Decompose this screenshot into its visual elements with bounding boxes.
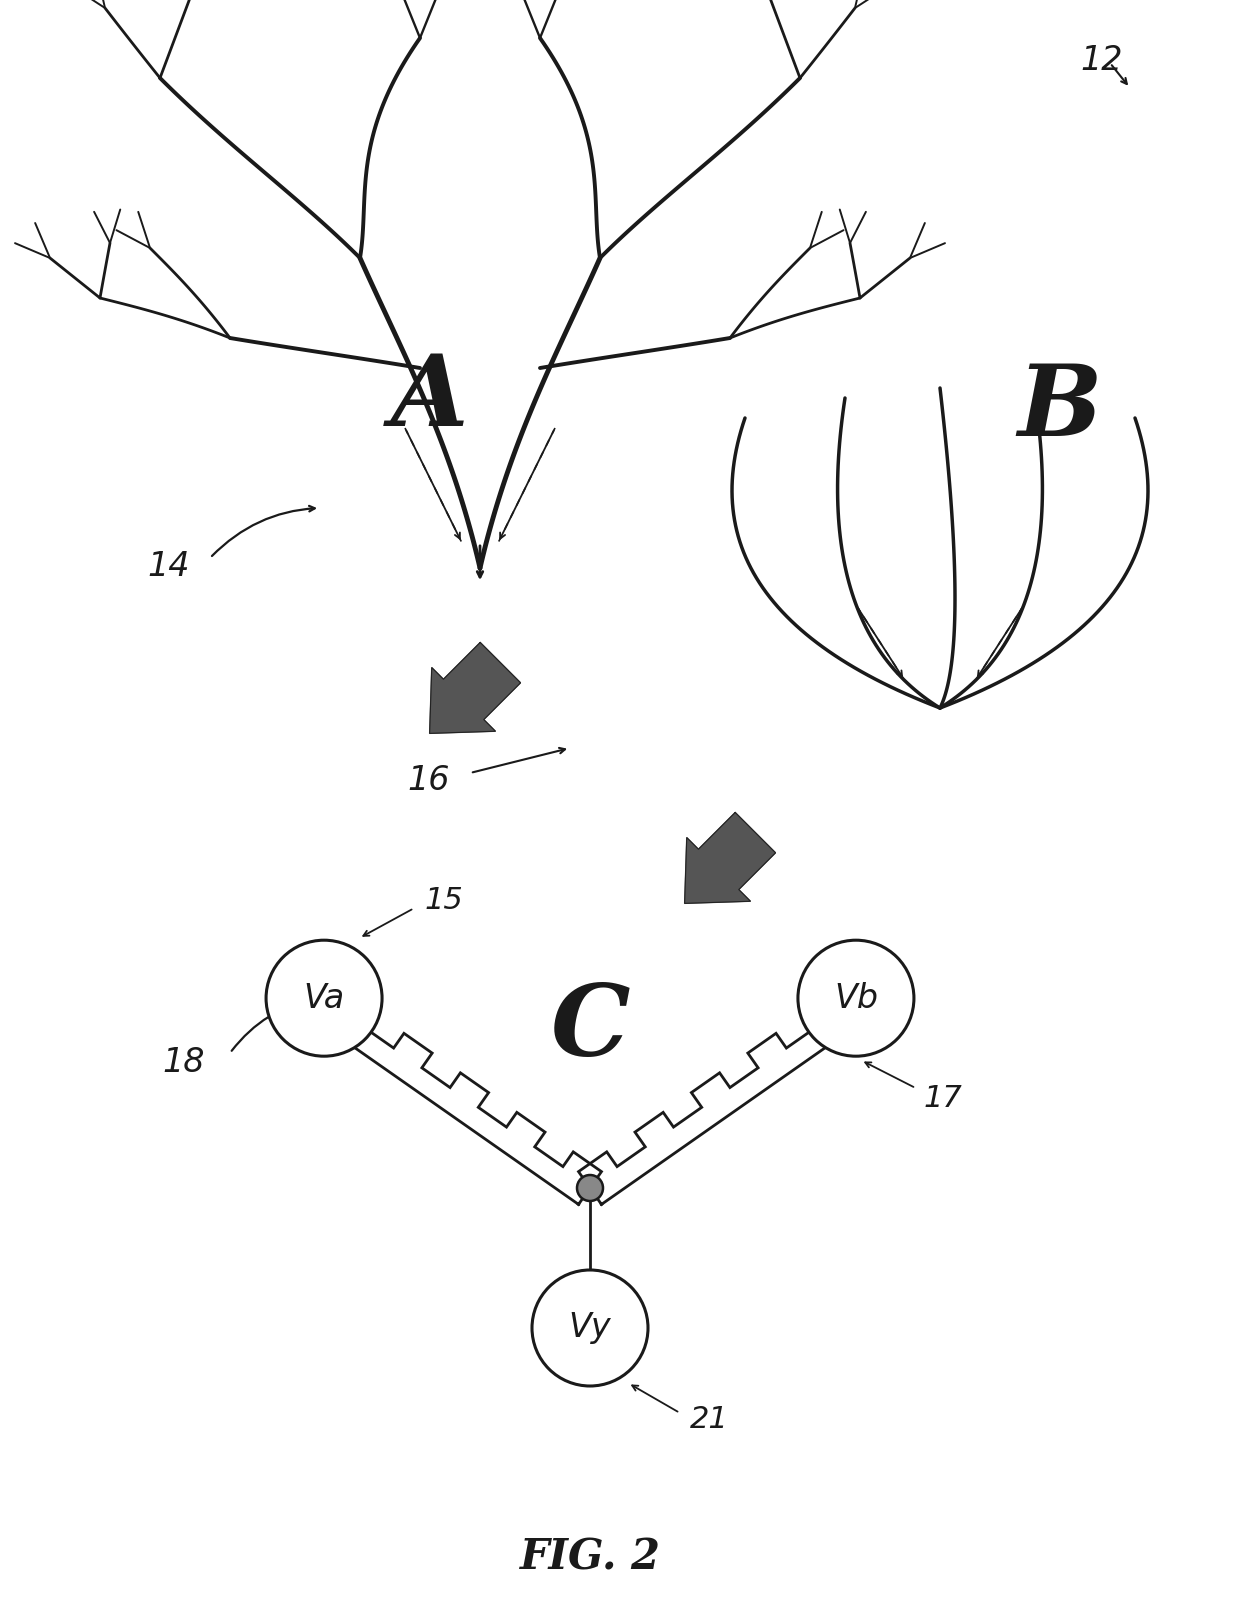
Text: Vy: Vy bbox=[569, 1312, 611, 1345]
Text: 17: 17 bbox=[924, 1084, 962, 1113]
Polygon shape bbox=[429, 642, 521, 733]
Text: 16: 16 bbox=[408, 764, 450, 796]
Polygon shape bbox=[325, 993, 601, 1204]
Text: C: C bbox=[551, 981, 630, 1076]
Circle shape bbox=[797, 940, 914, 1057]
Text: 15: 15 bbox=[424, 885, 463, 914]
Text: FIG. 2: FIG. 2 bbox=[520, 1537, 661, 1579]
Text: 12: 12 bbox=[1080, 44, 1122, 76]
Circle shape bbox=[577, 1175, 603, 1201]
Text: 21: 21 bbox=[689, 1406, 729, 1435]
Circle shape bbox=[267, 940, 382, 1057]
Text: A: A bbox=[391, 349, 469, 447]
Text: Vb: Vb bbox=[835, 982, 878, 1014]
Circle shape bbox=[532, 1270, 649, 1387]
Text: Va: Va bbox=[304, 982, 345, 1014]
Polygon shape bbox=[684, 812, 775, 903]
Text: B: B bbox=[1018, 359, 1102, 456]
Text: 18: 18 bbox=[162, 1047, 205, 1079]
Text: 14: 14 bbox=[148, 550, 190, 582]
Polygon shape bbox=[579, 993, 856, 1204]
